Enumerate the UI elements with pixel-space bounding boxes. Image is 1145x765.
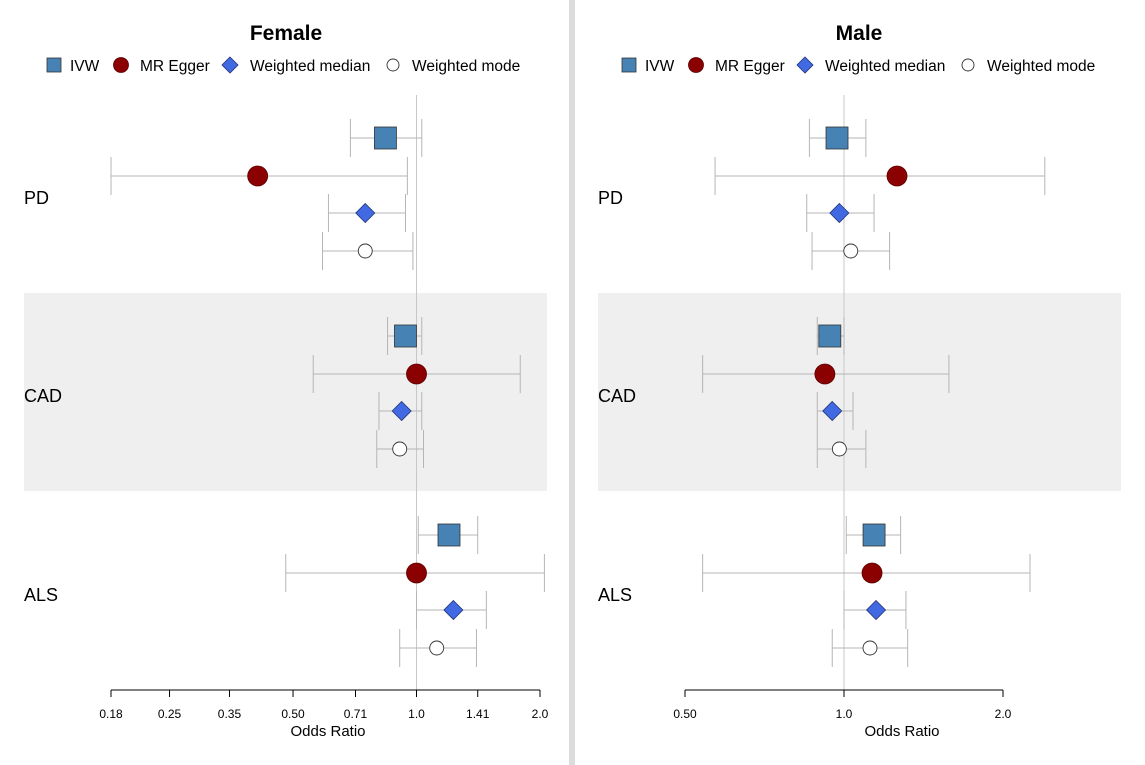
square-marker-icon	[46, 57, 62, 73]
mr-egger-point	[247, 165, 269, 187]
ivw-point	[862, 523, 886, 547]
x-tick-label: 0.50	[281, 707, 305, 721]
legend-label-weighted-median: Weighted median	[825, 58, 945, 75]
legend-label-weighted-mode: Weighted mode	[412, 58, 520, 75]
x-tick-label: 1.41	[466, 707, 490, 721]
group-band	[24, 293, 547, 491]
group-label: ALS	[598, 585, 632, 605]
ivw-point	[825, 126, 849, 150]
x-tick-label: 0.18	[99, 707, 123, 721]
group-label: PD	[598, 188, 623, 208]
panel-male: Male IVW MR Egger Weighted median Weight…	[598, 22, 1121, 740]
x-tick-label: 1.0	[408, 707, 425, 721]
legend: IVW MR Egger Weighted median Weighted mo…	[621, 56, 1095, 75]
x-axis-title: Odds Ratio	[290, 723, 365, 740]
diamond-marker-icon	[796, 56, 814, 74]
panel-female: Female IVW MR Egger Weighted median Weig…	[24, 22, 549, 740]
weighted-median-point	[391, 400, 412, 422]
weighted-mode-point	[392, 441, 408, 457]
group-label: CAD	[598, 386, 636, 406]
legend-label-mr-egger: MR Egger	[140, 58, 210, 75]
group-label: PD	[24, 188, 49, 208]
ivw-point	[437, 523, 461, 547]
ivw-point	[394, 324, 417, 348]
weighted-median-point	[822, 400, 843, 422]
x-tick-label: 2.0	[532, 707, 549, 721]
legend: IVW MR Egger Weighted median Weighted mo…	[46, 56, 520, 75]
panel-divider	[569, 0, 575, 765]
circle-filled-marker-icon	[113, 57, 129, 73]
weighted-mode-point	[429, 640, 445, 656]
diamond-marker-icon	[221, 56, 239, 74]
legend-label-weighted-median: Weighted median	[250, 58, 370, 75]
weighted-mode-point	[843, 243, 859, 259]
plot-area: PD CAD ALS 0.18 0.25 0.35 0.50 0.71 1.0 1.41 2.0	[24, 95, 549, 721]
group-band	[598, 293, 1121, 491]
x-tick-label: 1.0	[836, 707, 853, 721]
mr-egger-point	[406, 363, 427, 385]
square-marker-icon	[621, 57, 637, 73]
x-tick-label: 2.0	[995, 707, 1012, 721]
group-label: ALS	[24, 585, 58, 605]
weighted-mode-point	[831, 441, 847, 457]
weighted-median-point	[865, 599, 887, 621]
weighted-median-point	[829, 202, 850, 224]
x-tick-label: 0.71	[344, 707, 368, 721]
mr-egger-point	[406, 562, 427, 584]
weighted-mode-point	[862, 640, 878, 656]
group-label: CAD	[24, 386, 62, 406]
circle-filled-marker-icon	[688, 57, 704, 73]
ivw-point	[818, 324, 842, 348]
weighted-median-point	[355, 202, 376, 224]
panel-title: Male	[836, 22, 883, 45]
weighted-median-point	[443, 599, 464, 621]
legend-label-ivw: IVW	[70, 58, 100, 75]
legend-label-mr-egger: MR Egger	[715, 58, 785, 75]
x-tick-label: 0.50	[673, 707, 697, 721]
plot-area: PD CAD ALS 0.50 1.0 2.0	[598, 95, 1121, 721]
legend-label-weighted-mode: Weighted mode	[987, 58, 1095, 75]
circle-open-marker-icon	[961, 58, 975, 72]
legend-label-ivw: IVW	[645, 58, 675, 75]
mr-egger-point	[814, 363, 836, 385]
ivw-point	[374, 126, 397, 150]
panel-title: Female	[250, 22, 322, 45]
mr-egger-point	[886, 165, 908, 187]
x-tick-label: 0.35	[218, 707, 242, 721]
x-tick-label: 0.25	[158, 707, 182, 721]
weighted-mode-point	[357, 243, 373, 259]
mr-egger-point	[861, 562, 883, 584]
circle-open-marker-icon	[386, 58, 400, 72]
x-axis-title: Odds Ratio	[864, 723, 939, 740]
